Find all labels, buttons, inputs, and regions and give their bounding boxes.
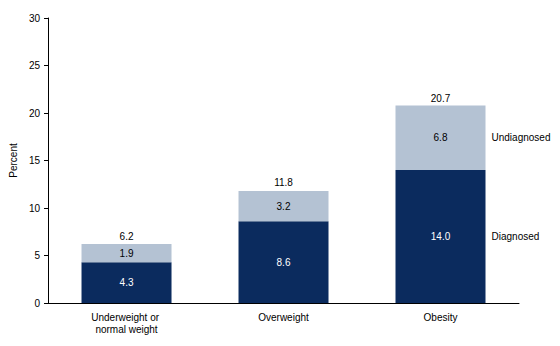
svg-text:20: 20: [29, 108, 41, 119]
svg-text:14.0: 14.0: [431, 231, 451, 242]
svg-text:30: 30: [29, 13, 41, 24]
svg-text:6.2: 6.2: [120, 231, 134, 242]
svg-text:10: 10: [29, 203, 41, 214]
svg-text:Underweight or: Underweight or: [91, 312, 162, 323]
svg-text:Percent: Percent: [8, 143, 19, 178]
svg-text:3.2: 3.2: [277, 201, 291, 212]
svg-text:Overweight: Overweight: [258, 312, 309, 323]
svg-text:Diagnosed: Diagnosed: [492, 231, 540, 242]
svg-text:20.7: 20.7: [431, 93, 451, 104]
svg-text:11.8: 11.8: [274, 177, 293, 188]
svg-text:5: 5: [34, 250, 40, 261]
svg-text:0: 0: [34, 298, 40, 309]
svg-text:25: 25: [29, 60, 41, 71]
svg-text:Obesity: Obesity: [424, 312, 458, 323]
svg-text:4.3: 4.3: [120, 277, 134, 288]
svg-text:6.8: 6.8: [434, 132, 448, 143]
svg-text:15: 15: [29, 155, 41, 166]
svg-text:1.9: 1.9: [120, 248, 134, 259]
svg-text:normal weight: normal weight: [95, 324, 157, 335]
svg-text:Undiagnosed: Undiagnosed: [492, 132, 551, 143]
svg-text:8.6: 8.6: [277, 257, 291, 268]
